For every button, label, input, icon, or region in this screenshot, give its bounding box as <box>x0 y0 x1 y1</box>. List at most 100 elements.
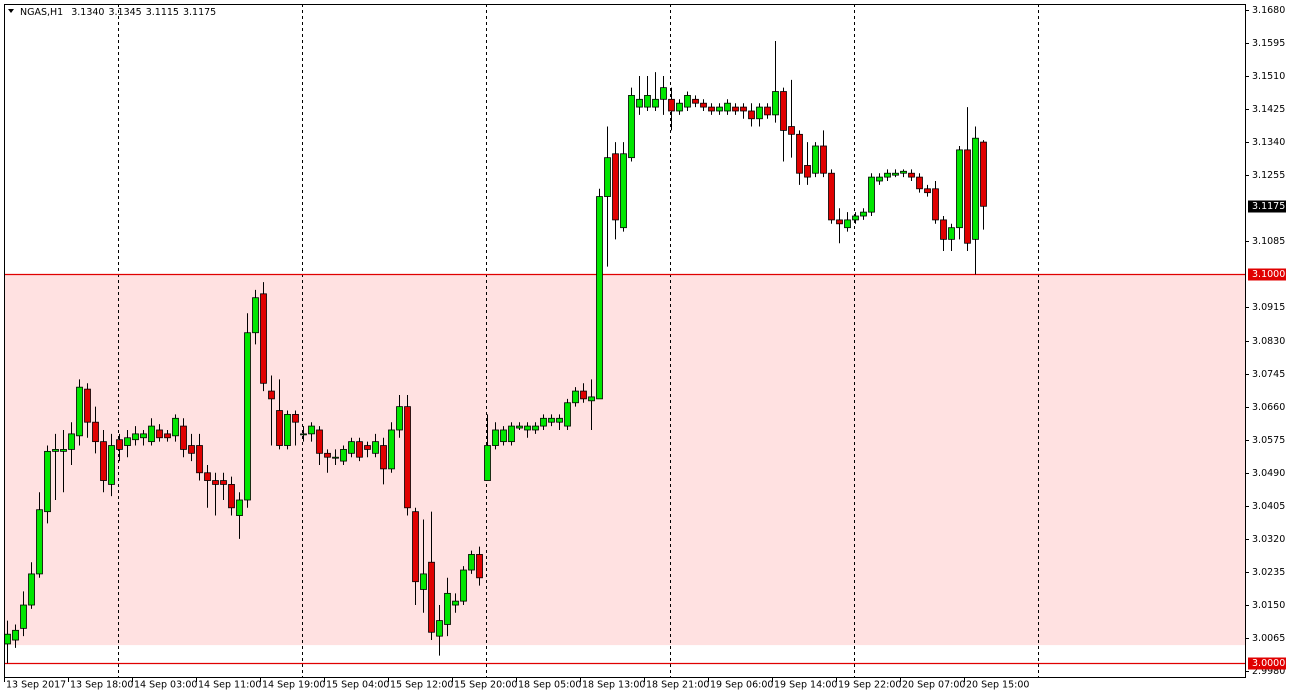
candle-body <box>436 620 443 637</box>
candle-body <box>228 484 235 509</box>
candle-body <box>372 441 379 454</box>
candle-body <box>980 141 987 207</box>
candle-body <box>452 600 459 606</box>
candle-body <box>532 425 539 431</box>
header-arrow <box>8 9 14 13</box>
candle-body <box>484 445 491 481</box>
x-tick-label: 15 Sep 12:00 <box>390 680 453 691</box>
y-tick-label: 3.1340 <box>1252 137 1285 148</box>
horizontal-line-box <box>1248 268 1286 281</box>
candle-body <box>292 414 299 423</box>
candle-body <box>900 170 907 174</box>
chart-header: NGAS,H1 3.1340 3.1345 3.1115 3.1175 <box>20 7 216 18</box>
y-tick-label: 3.1085 <box>1252 236 1285 247</box>
candle-body <box>708 106 715 112</box>
candle-body <box>812 145 819 174</box>
y-tick-label: 2.9980 <box>1252 666 1285 677</box>
candle-body <box>236 499 243 516</box>
candle-body <box>660 87 667 100</box>
candle-body <box>20 604 27 629</box>
candle-body <box>268 390 275 400</box>
candle-body <box>468 554 475 571</box>
header-part: 3.1175 <box>183 7 216 18</box>
candle-body <box>628 95 635 159</box>
candle-body <box>428 561 435 633</box>
candle-body <box>308 425 315 435</box>
candle-body <box>332 456 339 459</box>
y-tick-label: 3.1595 <box>1252 38 1285 49</box>
candle-body <box>916 176 923 190</box>
candle-body <box>524 425 531 431</box>
candle-body <box>924 188 931 194</box>
candle-body <box>68 433 75 450</box>
y-tick-label: 3.0405 <box>1252 501 1285 512</box>
y-tick-label: 3.0150 <box>1252 600 1285 611</box>
candle-body <box>764 106 771 116</box>
header-part: 3.1115 <box>146 7 179 18</box>
x-tick-label: 19 Sep 14:00 <box>774 680 837 691</box>
y-tick-label: 3.1425 <box>1252 104 1285 115</box>
candle-body <box>892 172 899 176</box>
candle-body <box>164 433 171 439</box>
candle-body <box>4 633 11 645</box>
candle-body <box>36 509 43 575</box>
candle-body <box>220 480 227 485</box>
current-price-label: 3.1175 <box>1252 201 1285 212</box>
candle-body <box>516 425 523 429</box>
y-tick-label: 3.0235 <box>1252 567 1285 578</box>
candle-body <box>108 445 115 485</box>
candle-body <box>60 449 67 452</box>
y-tick-label: 3.0065 <box>1252 633 1285 644</box>
x-tick-label: 19 Sep 22:00 <box>838 680 901 691</box>
y-tick-label: 3.0575 <box>1252 435 1285 446</box>
x-tick-label: 13 Sep 2017 <box>6 680 66 691</box>
candle-body <box>844 219 851 229</box>
candle-body <box>260 293 267 384</box>
candle-body <box>780 91 787 131</box>
candle-body <box>124 437 131 446</box>
y-tick-label: 3.0320 <box>1252 534 1285 545</box>
x-tick-label: 18 Sep 05:00 <box>518 680 581 691</box>
header-part: 3.1345 <box>108 7 141 18</box>
candle-body <box>732 106 739 112</box>
y-tick-label: 3.0660 <box>1252 402 1285 413</box>
candle-body <box>412 511 419 583</box>
y-tick-label: 3.1680 <box>1252 5 1285 16</box>
candle-body <box>652 98 659 108</box>
candle-body <box>820 145 827 174</box>
x-tick-label: 15 Sep 04:00 <box>326 680 389 691</box>
y-tick-label: 3.0830 <box>1252 336 1285 347</box>
candle-body <box>212 480 219 485</box>
candle-body <box>716 106 723 112</box>
candle-body <box>836 219 843 225</box>
x-tick-label: 18 Sep 13:00 <box>582 680 645 691</box>
candle-body <box>876 176 883 182</box>
candle-body <box>772 91 779 116</box>
horizontal-line-box <box>1248 657 1286 670</box>
candle-body <box>612 153 619 221</box>
x-tick-label: 20 Sep 07:00 <box>902 680 965 691</box>
candle-body <box>492 429 499 446</box>
candle-body <box>548 417 555 423</box>
candle-body <box>756 106 763 120</box>
candle-body <box>676 102 683 112</box>
candle-body <box>380 445 387 470</box>
candle-body <box>420 573 427 590</box>
candle-body <box>476 554 483 579</box>
candle-body <box>204 472 211 481</box>
candle-body <box>180 425 187 450</box>
candle-body <box>196 445 203 474</box>
candle-body <box>620 153 627 229</box>
candle-body <box>588 396 595 402</box>
candle-body <box>956 149 963 229</box>
y-tick-label: 3.0490 <box>1252 468 1285 479</box>
candle-body <box>316 429 323 454</box>
candle-body <box>788 126 795 135</box>
candle-body <box>324 452 331 458</box>
horizontal-line-label: 3.0000 <box>1252 658 1285 669</box>
candle-body <box>276 410 283 446</box>
candle-body <box>92 421 99 443</box>
x-tick-label: 19 Sep 06:00 <box>710 680 773 691</box>
y-tick-label: 3.1510 <box>1252 71 1285 82</box>
